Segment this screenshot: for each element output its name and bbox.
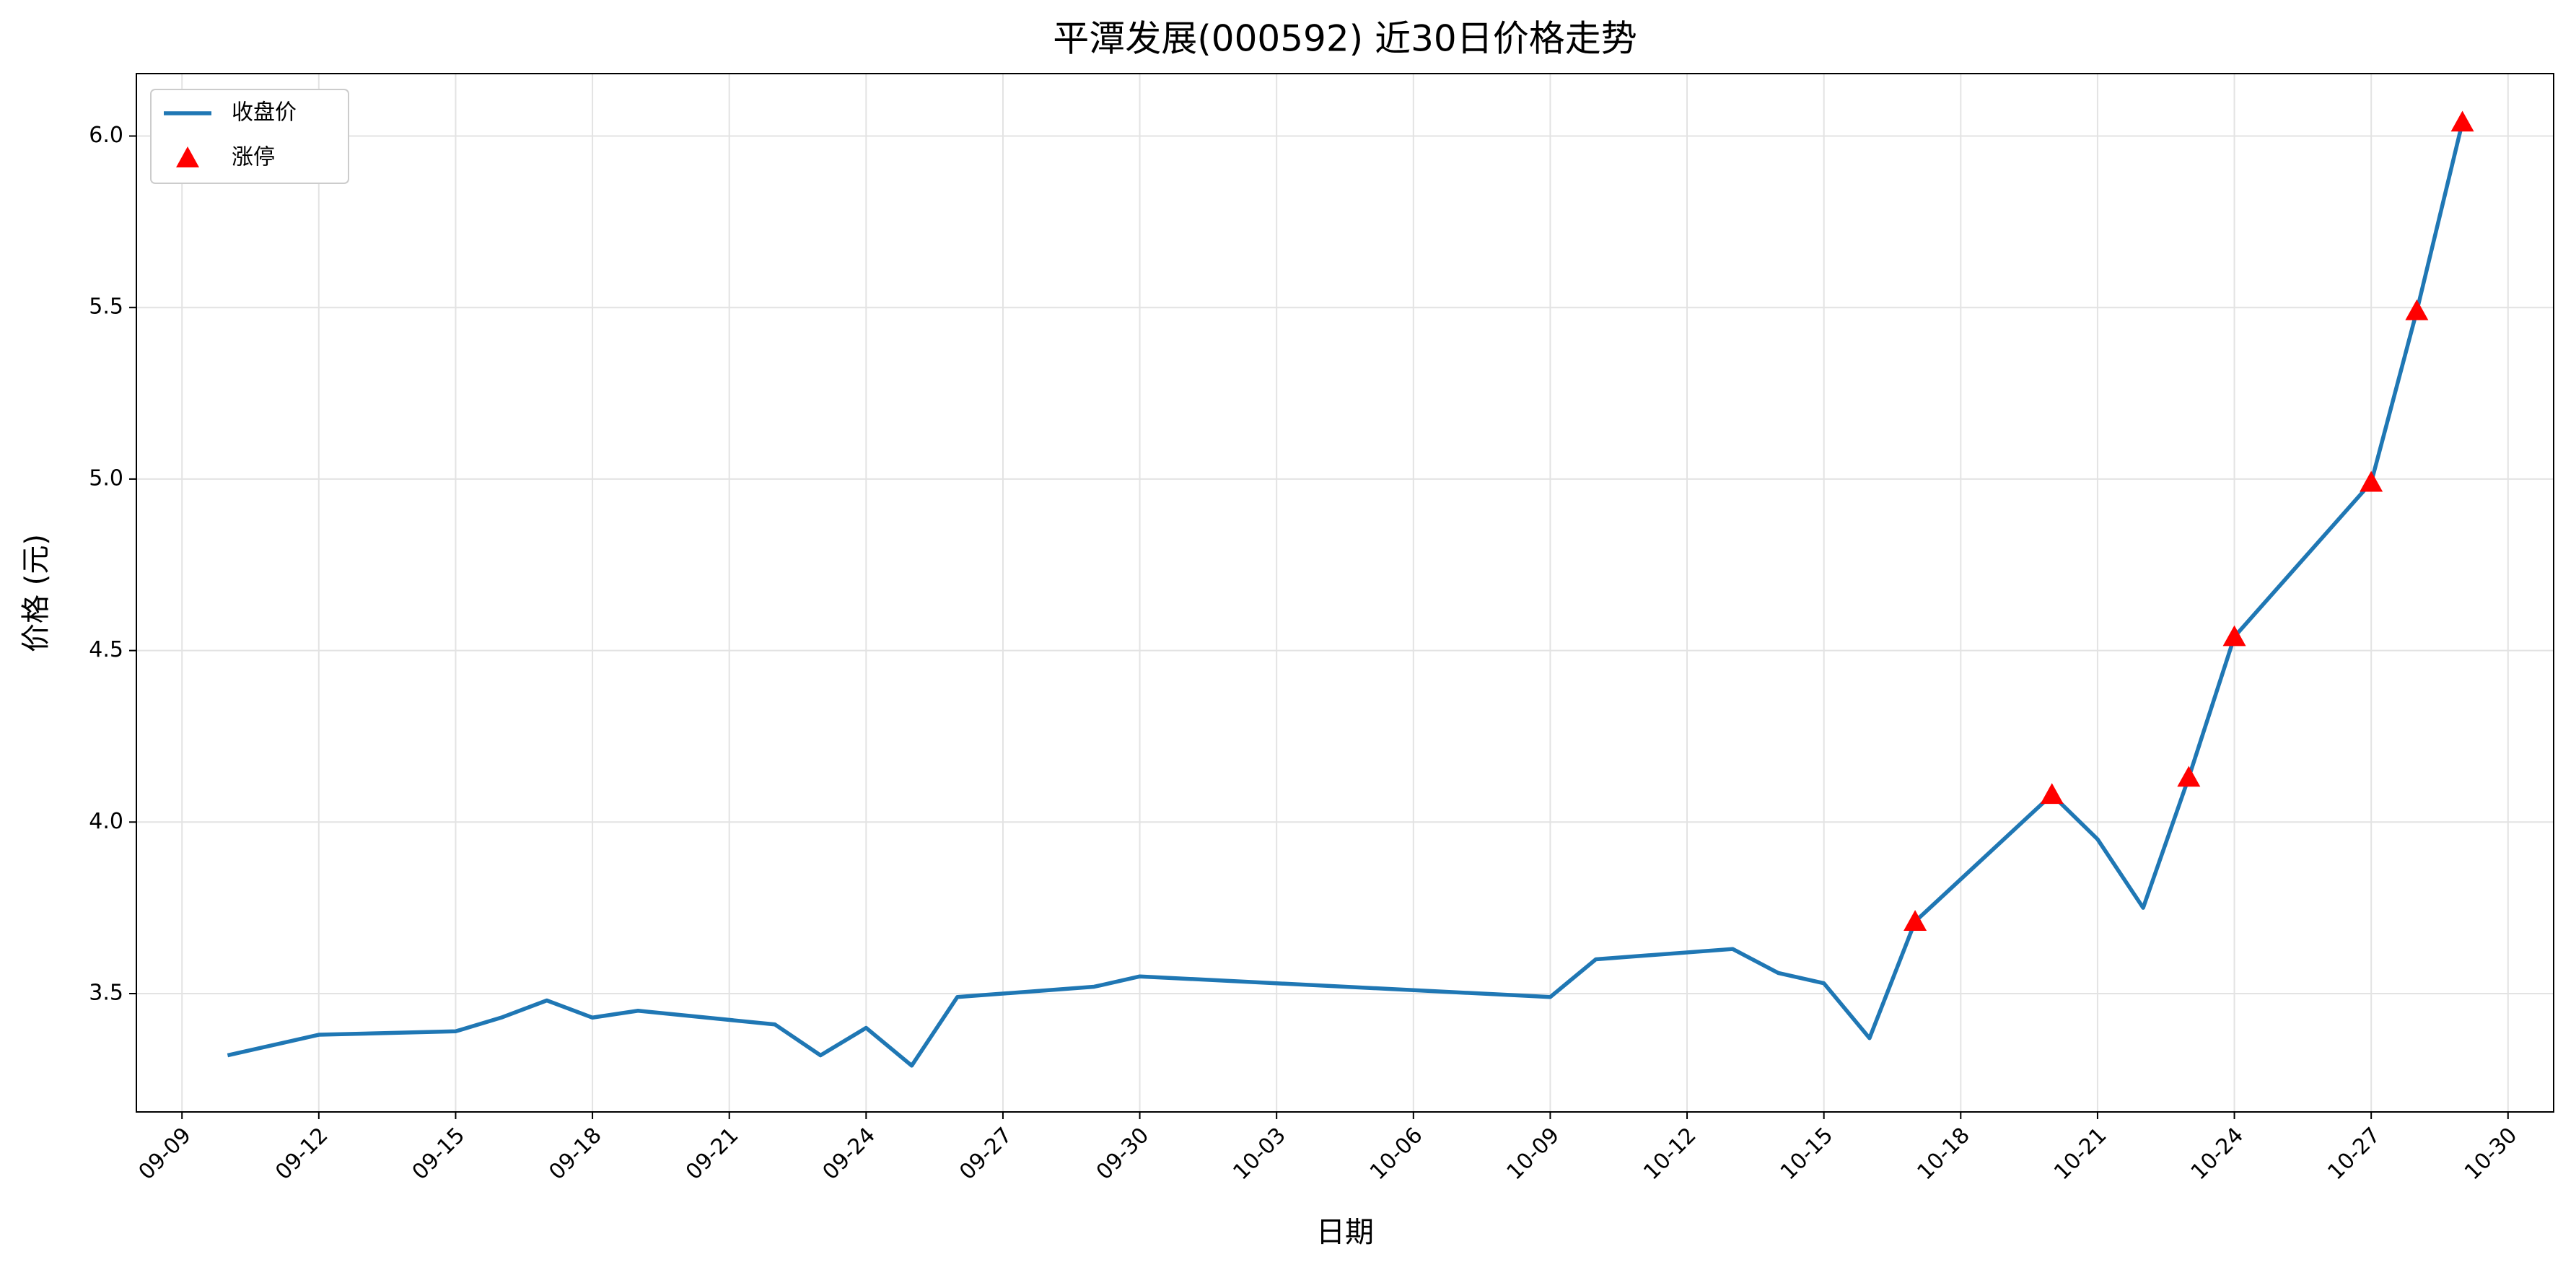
y-tick-label: 3.5 xyxy=(89,980,123,1005)
legend-label: 收盘价 xyxy=(232,100,297,126)
y-tick-label: 4.0 xyxy=(89,809,123,834)
y-tick-label: 6.0 xyxy=(89,123,123,148)
plot-frame xyxy=(136,73,2554,1113)
limit-up-marker xyxy=(2177,766,2201,787)
limit-up-marker xyxy=(1903,910,1927,931)
y-tick-label: 5.5 xyxy=(89,294,123,320)
limit-up-marker xyxy=(2222,625,2246,647)
y-tick-label: 5.0 xyxy=(89,465,123,491)
limit-up-marker xyxy=(2405,299,2429,320)
limit-up-marker xyxy=(2450,110,2474,132)
limit-up-marker xyxy=(2360,470,2383,492)
x-axis-label: 日期 xyxy=(1316,1216,1374,1249)
legend-marker xyxy=(176,146,199,167)
price-line xyxy=(227,121,2465,1068)
y-axis-label: 价格 (元) xyxy=(19,534,53,652)
chart-title: 平潭发展(000592) 近30日价格走势 xyxy=(1053,18,1637,60)
legend-label: 涨停 xyxy=(232,145,275,170)
limit-up-marker xyxy=(2040,783,2064,805)
y-tick-label: 4.5 xyxy=(89,637,123,662)
